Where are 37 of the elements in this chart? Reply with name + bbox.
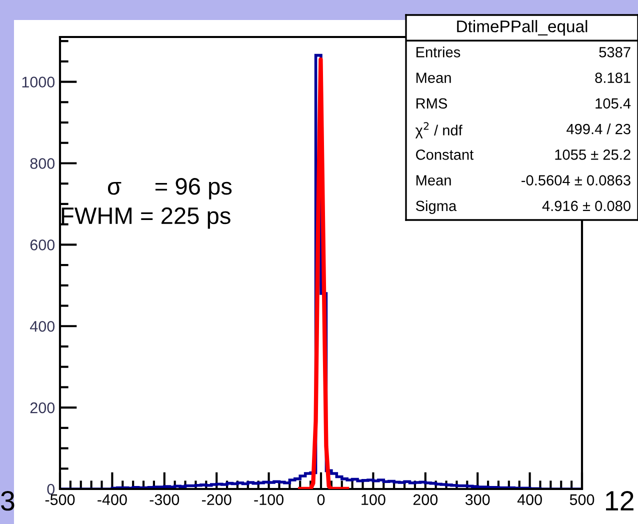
y-tick-label: 0 bbox=[47, 484, 55, 495]
y-tick-label: 200 bbox=[30, 402, 55, 414]
text: DtimePPall_equal bbox=[457, 20, 588, 36]
text: 5387 bbox=[599, 47, 630, 58]
text: 3 bbox=[1, 490, 14, 511]
x-tick-label: 100 bbox=[362, 494, 386, 506]
x-tick-label: 0 bbox=[317, 494, 325, 506]
x-tick-label: -500 bbox=[45, 494, 75, 506]
x-tick-label: -100 bbox=[254, 494, 284, 506]
x-tick-label: -200 bbox=[202, 494, 232, 506]
annotation: σ = 96 ps bbox=[108, 178, 232, 200]
x-tick-label: -400 bbox=[98, 494, 127, 506]
y-tick-label: 600 bbox=[30, 240, 55, 250]
annotation: Entries bbox=[416, 46, 460, 58]
annotation: Mean bbox=[416, 72, 451, 83]
annotation: 4.916 ± 0.080 bbox=[542, 200, 630, 212]
annotation: 1055 ± 25.2 bbox=[555, 150, 630, 160]
line-series bbox=[298, 57, 350, 489]
annotation: RMS bbox=[416, 98, 448, 109]
annotation: 499.4 / 23 bbox=[566, 124, 630, 134]
x-tick-label: 200 bbox=[413, 494, 438, 506]
text: 12 bbox=[606, 490, 634, 510]
annotation: Constant bbox=[416, 150, 474, 160]
annotation: Mean bbox=[416, 175, 451, 186]
text: 8.181 bbox=[595, 72, 630, 83]
annotation: Sigma bbox=[416, 200, 457, 214]
x-tick-label: 500 bbox=[570, 494, 594, 506]
annotation: χ$^{2}$ / ndf bbox=[415, 122, 462, 138]
y-tick-label: 800 bbox=[30, 158, 55, 169]
x-tick-label: -300 bbox=[150, 494, 180, 506]
y-tick-label: 400 bbox=[30, 320, 55, 332]
annotation: FWHM = 225 ps bbox=[62, 207, 230, 229]
y-tick-label: 1000 bbox=[22, 76, 55, 88]
x-tick-label: 300 bbox=[465, 494, 490, 506]
text: 105.4 bbox=[596, 98, 631, 109]
x-tick-label: 400 bbox=[517, 494, 542, 506]
annotation: -0.5604 ± 0.0863 bbox=[522, 175, 630, 186]
